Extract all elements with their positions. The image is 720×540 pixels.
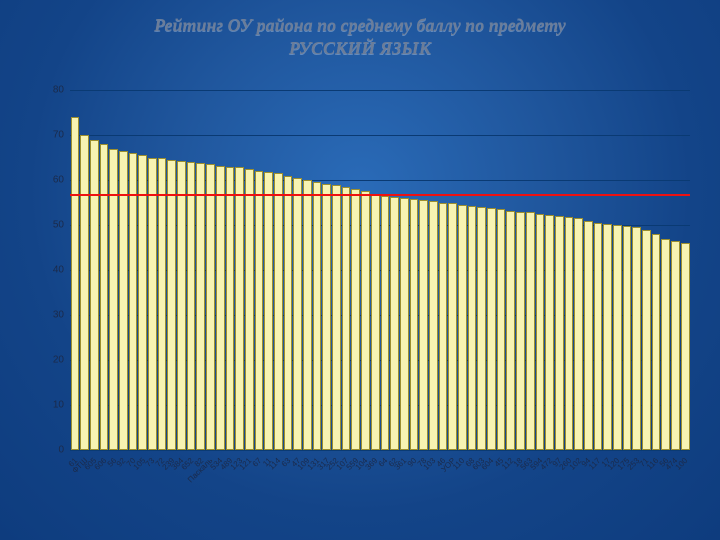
bar [555, 216, 564, 450]
y-axis-label: 20 [34, 355, 64, 366]
bar [71, 117, 80, 450]
y-axis-label: 40 [34, 265, 64, 276]
bar [332, 185, 341, 451]
bar [274, 173, 283, 450]
gridline [70, 90, 690, 91]
bar [497, 209, 506, 450]
bar [351, 189, 360, 450]
bar [206, 164, 215, 450]
bar [477, 207, 486, 450]
bar [439, 203, 448, 451]
bar-chart: 0102030405060708061ФТШ605606569270105737… [70, 90, 690, 450]
bar [681, 243, 690, 450]
title-line2: РУССКИЙ ЯЗЫК [0, 37, 720, 60]
bar [410, 199, 419, 450]
bar [129, 153, 138, 450]
y-axis-label: 30 [34, 310, 64, 321]
bar [90, 140, 99, 451]
bar [158, 158, 167, 450]
bar [80, 135, 89, 450]
bar [245, 169, 254, 450]
bar [671, 241, 680, 450]
bar [138, 155, 147, 450]
bar [594, 223, 603, 450]
bar [603, 224, 612, 450]
bar [429, 201, 438, 450]
bar [303, 180, 312, 450]
bar [642, 230, 651, 451]
bar [448, 203, 457, 450]
bar [468, 206, 477, 450]
bar [381, 196, 390, 450]
bar [613, 225, 622, 450]
bar [506, 211, 515, 450]
bar [574, 218, 583, 450]
bar [196, 163, 205, 450]
title-line1: Рейтинг ОУ района по среднему баллу по п… [154, 15, 566, 35]
bar [526, 212, 535, 450]
bar [400, 198, 409, 450]
y-axis-label: 50 [34, 220, 64, 231]
bar [652, 234, 661, 450]
bar [545, 215, 554, 450]
bar [419, 200, 428, 450]
bar [226, 167, 235, 451]
y-axis-label: 60 [34, 175, 64, 186]
bar [284, 176, 293, 451]
bar [167, 160, 176, 450]
bar [623, 226, 632, 450]
bar [313, 182, 322, 450]
bar [458, 205, 467, 450]
bar [632, 227, 641, 450]
bar [187, 162, 196, 450]
y-axis-label: 70 [34, 130, 64, 141]
bar [293, 178, 302, 450]
chart-title: Рейтинг ОУ района по среднему баллу по п… [0, 14, 720, 59]
bar [177, 161, 186, 450]
bar [390, 197, 399, 450]
bar [322, 184, 331, 450]
y-axis-label: 0 [34, 445, 64, 456]
gridline [70, 135, 690, 136]
y-axis-label: 10 [34, 400, 64, 411]
bar [119, 151, 128, 450]
bar [565, 217, 574, 450]
bar [148, 158, 157, 451]
bar [516, 212, 525, 451]
y-axis-label: 80 [34, 85, 64, 96]
bar [487, 208, 496, 450]
bar [361, 191, 370, 450]
plot-area [70, 90, 690, 451]
bar [264, 172, 273, 450]
reference-line [70, 194, 690, 196]
bar [216, 166, 225, 450]
bar [661, 239, 670, 451]
bar [584, 221, 593, 451]
bar [235, 167, 244, 450]
bar [100, 144, 109, 450]
bar [255, 171, 264, 450]
bar [371, 194, 380, 451]
bar [342, 187, 351, 450]
bar [536, 214, 545, 450]
